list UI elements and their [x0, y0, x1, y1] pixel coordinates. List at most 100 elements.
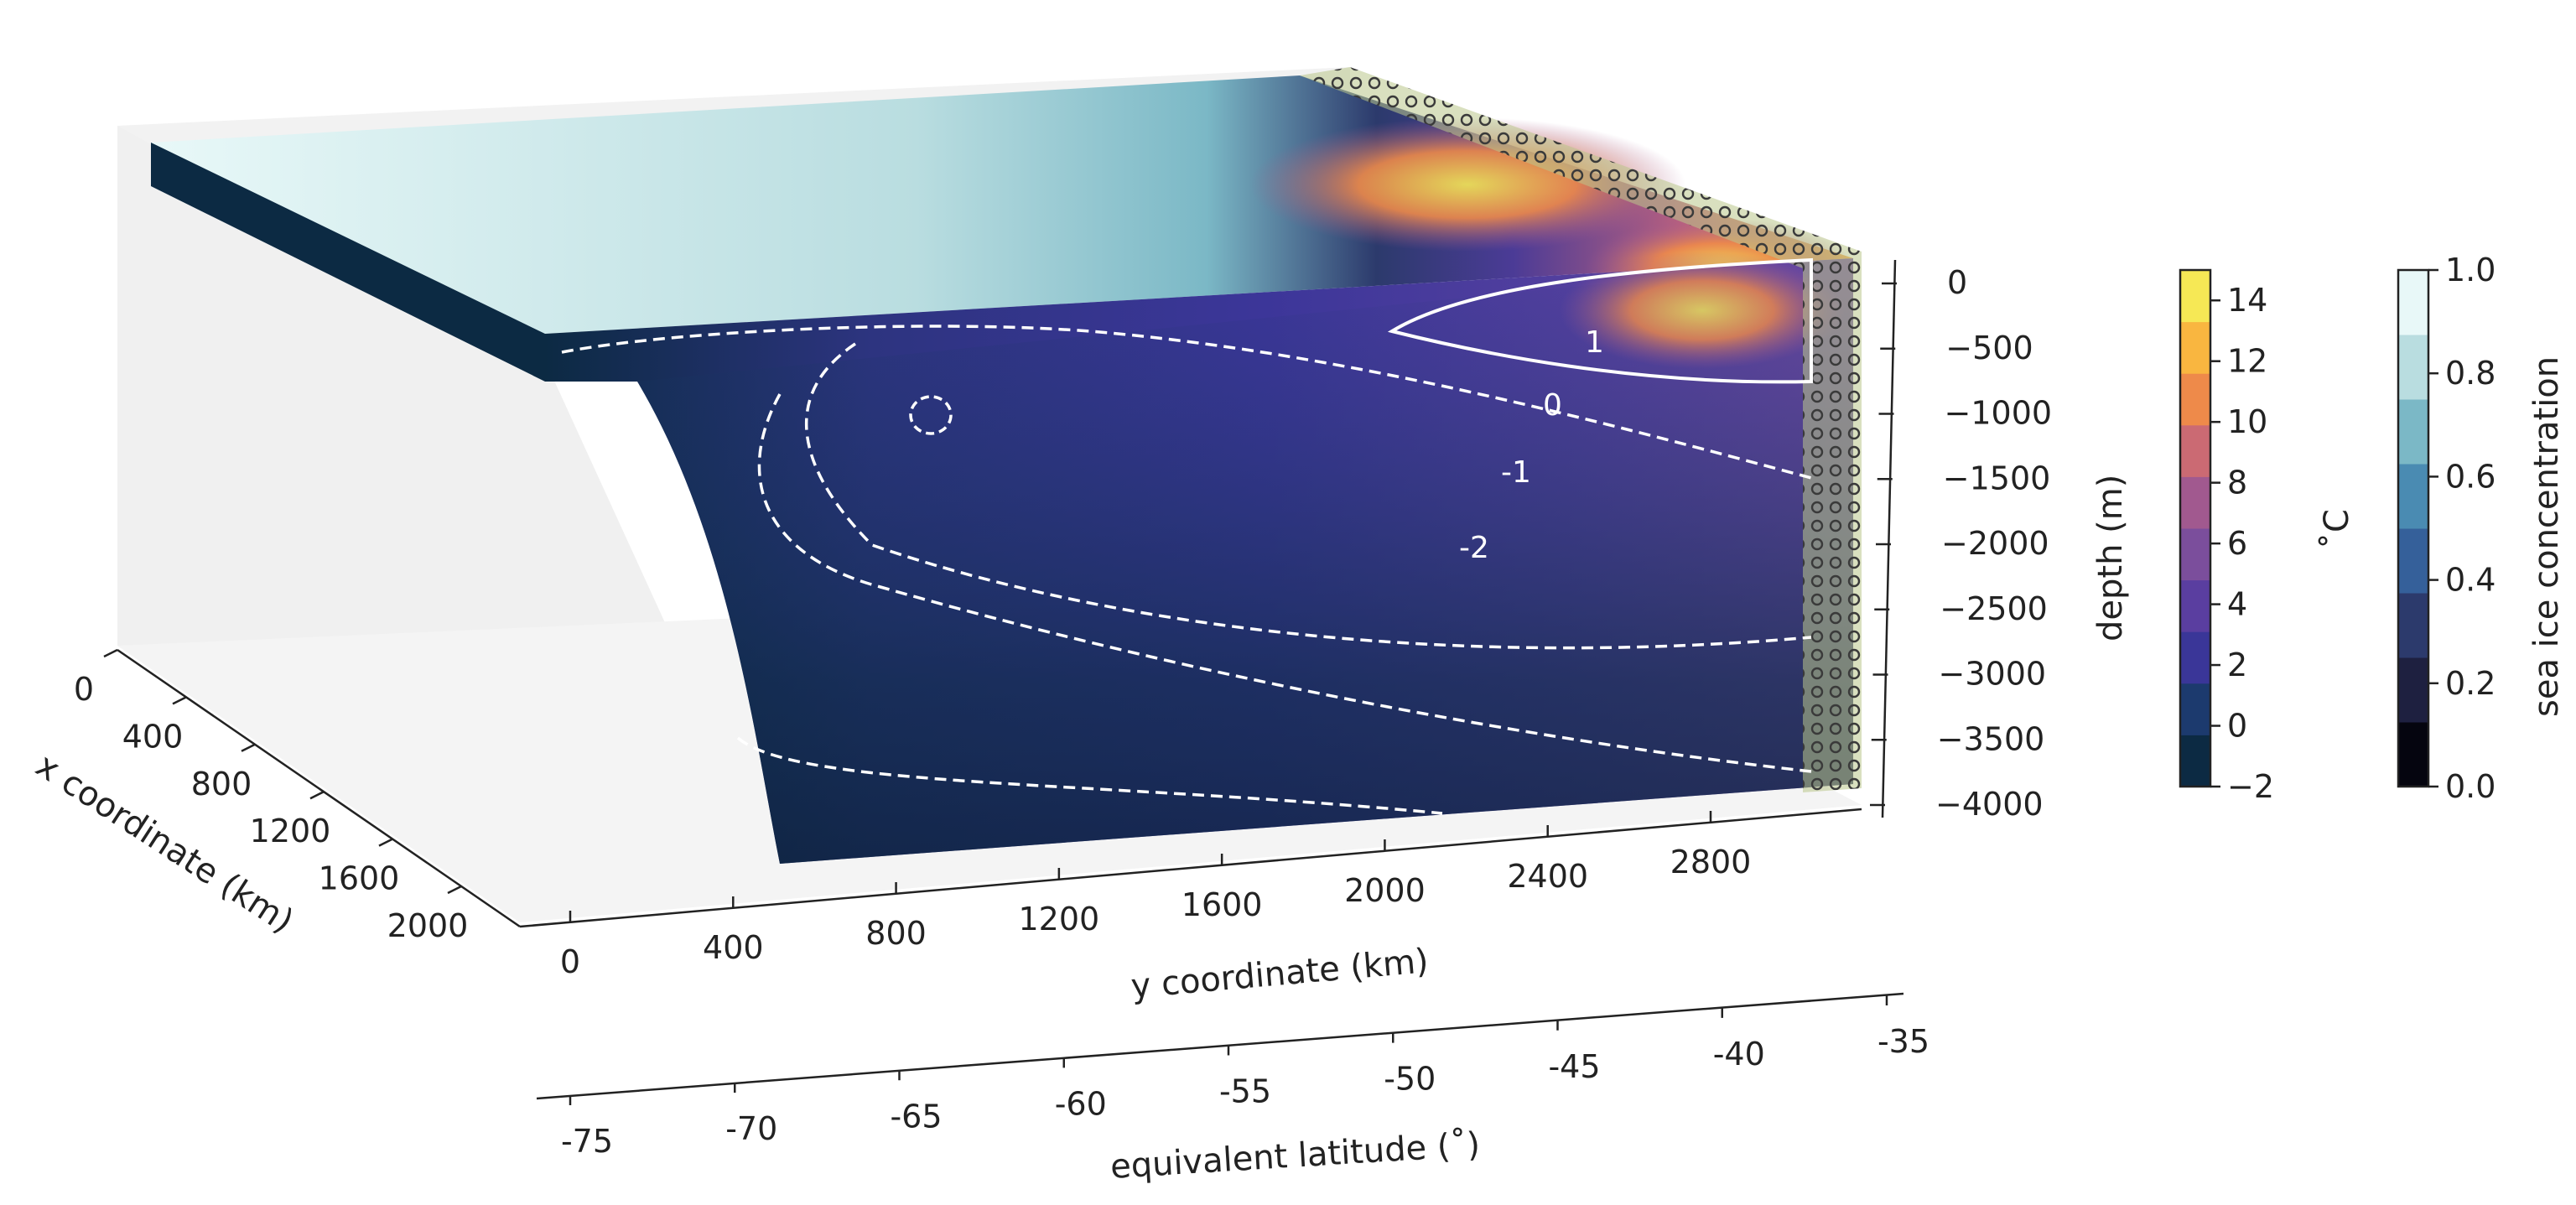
- latitude-axis-tick-label: -55: [1219, 1073, 1271, 1110]
- temperature-colorbar-tick-label: 14: [2227, 282, 2267, 319]
- sea-ice-colorbar-tick-label: 1.0: [2445, 252, 2496, 288]
- sea-ice-colorbar-segment: [2398, 399, 2428, 465]
- sea-ice-colorbar-segment: [2398, 722, 2428, 787]
- x-axis-tick-label: 800: [191, 766, 252, 802]
- z-axis-tick-label: −3000: [1939, 656, 2047, 693]
- contour-line: [561, 325, 1812, 480]
- sea-ice-colorbar-tick-label: 0.8: [2445, 355, 2496, 392]
- sea-ice-colorbar-tick-label: 0.2: [2445, 665, 2496, 702]
- temperature-colorbar-tick-label: 6: [2227, 525, 2247, 562]
- shelf-front-face: [151, 143, 545, 382]
- y-axis-tick-label: 400: [703, 929, 764, 966]
- z-axis-tick-label: −1000: [1945, 395, 2053, 432]
- x-axis-tick: [172, 696, 187, 705]
- x-axis-tick: [378, 838, 393, 847]
- x-axis-tick-label: 1600: [319, 860, 400, 897]
- sea-ice-colorbar-frame: [2397, 268, 2430, 788]
- z-axis-tick-label: −500: [1945, 330, 2033, 366]
- latitude-axis-tick-label: -50: [1384, 1061, 1436, 1098]
- latitude-axis-tick-label: -35: [1877, 1023, 1929, 1060]
- temperature-colorbar-segment: [2180, 631, 2210, 684]
- temperature-colorbar-segment: [2180, 528, 2210, 581]
- x-axis-tick-label: 0: [74, 671, 94, 708]
- temperature-colorbar-tick-label: 12: [2227, 343, 2267, 380]
- z-axis-line: [1881, 259, 1897, 818]
- z-axis-ticks: 0 −500 −1000 −1500 −2000 −2500 −3000 −3500 −4000: [1870, 264, 2052, 823]
- y-axis-tick-label: 1600: [1182, 886, 1263, 923]
- x-axis-tick: [447, 885, 462, 895]
- x-axis-tick-label: 1200: [250, 813, 331, 849]
- temperature-colorbar-segment: [2180, 321, 2210, 374]
- temperature-colorbar-label: ˚C: [2318, 509, 2356, 549]
- x-axis-tick: [103, 648, 118, 658]
- latitude-axis-title: equivalent latitude (˚): [1109, 1125, 1482, 1187]
- contour-line: [736, 736, 1443, 815]
- temperature-colorbar-segment: [2180, 476, 2210, 529]
- sponge-region: [1300, 67, 1862, 792]
- temperature-colorbar-tick-label: −2: [2227, 768, 2274, 805]
- z-axis-tick-label: −2500: [1940, 590, 2048, 627]
- temperature-colorbar-segment: [2180, 424, 2210, 477]
- z-axis-tick-label: −1500: [1943, 460, 2051, 496]
- temperature-colorbar-tick-label: 2: [2227, 647, 2247, 683]
- section-deep-water: [637, 258, 1853, 864]
- latitude-axis-tick-label: -45: [1548, 1048, 1600, 1085]
- y-axis-ticks: 0 400 800 1200 1600 2000 2400 2800: [560, 811, 1751, 980]
- sea-ice-colorbar-tick-label: 0.0: [2445, 768, 2496, 805]
- temperature-colorbar-segment: [2180, 735, 2210, 787]
- y-axis-tick-label: 2000: [1344, 872, 1426, 909]
- contour-label: 0: [1543, 388, 1562, 423]
- y-axis-tick-label: 0: [560, 943, 580, 980]
- x-axis-tick: [309, 791, 325, 800]
- x-axis-tick-label: 400: [122, 718, 184, 755]
- contour-line: [909, 395, 953, 435]
- sea-ice-colorbar-tick-label: 0.4: [2445, 562, 2496, 599]
- sea-ice-colorbar-segment: [2398, 593, 2428, 658]
- y-axis-tick-label: 2800: [1670, 844, 1752, 880]
- sea-ice-colorbar-segment: [2398, 335, 2428, 400]
- sea-ice-colorbar-label: sea ice concentration: [2527, 356, 2566, 717]
- temperature-colorbar-segment: [2180, 579, 2210, 632]
- x-axis-tick: [241, 743, 256, 752]
- temperature-colorbar: −2 0 2 4 6 8 10 12 14: [2179, 268, 2274, 805]
- temperature-colorbar-tick-label: 8: [2227, 465, 2247, 501]
- x-axis-tick-label: 2000: [387, 907, 469, 944]
- sea-ice-colorbar-segment: [2398, 657, 2428, 723]
- temperature-colorbar-tick-label: 4: [2227, 586, 2247, 623]
- temperature-colorbar-tick-label: 0: [2227, 708, 2247, 745]
- temperature-colorbar-segment: [2180, 373, 2210, 426]
- sea-ice-colorbar-tick-label: 0.6: [2445, 458, 2496, 495]
- z-axis-tick-label: −4000: [1935, 786, 2044, 823]
- temperature-colorbar-frame: [2179, 268, 2212, 788]
- latitude-axis-tick-label: -65: [890, 1098, 942, 1135]
- latitude-axis-tick-label: -60: [1055, 1085, 1107, 1122]
- z-axis-tick-label: 0: [1947, 264, 1967, 301]
- z-axis-tick-label: −2000: [1941, 525, 2049, 562]
- z-axis-title: depth (m): [2091, 475, 2130, 641]
- contour-label: 1: [1585, 325, 1604, 360]
- warm-subsurface: [1560, 252, 1845, 369]
- temperature-colorbar-segment: [2180, 683, 2210, 735]
- latitude-axis-line: [536, 992, 1904, 1100]
- contour-line: [805, 342, 1812, 650]
- latitude-axis-tick-label: -70: [725, 1110, 777, 1147]
- temperature-colorbar-tick-label: 10: [2227, 403, 2267, 440]
- sea-ice-colorbar: 0.0 0.2 0.4 0.6 0.8 1.0: [2397, 252, 2496, 805]
- contour-label: -1: [1501, 455, 1531, 490]
- contour-line: [1387, 257, 1813, 384]
- y-axis-title: y coordinate (km): [1130, 942, 1430, 1006]
- sea-ice-colorbar-segment: [2398, 464, 2428, 529]
- sea-ice-colorbar-segment: [2398, 528, 2428, 594]
- x-axis-line: [117, 648, 521, 928]
- temperature-colorbar-segment: [2180, 270, 2210, 323]
- latitude-axis-ticks: -75 -70 -65 -60 -55 -50 -45 -40 -35: [561, 995, 1929, 1160]
- y-axis-tick-label: 1200: [1018, 901, 1099, 938]
- sea-ice-colorbar-segment: [2398, 270, 2428, 335]
- contour-label: -2: [1459, 531, 1489, 565]
- z-axis-tick-label: −3500: [1937, 720, 2045, 757]
- latitude-axis-tick-label: -40: [1713, 1036, 1765, 1073]
- y-axis-tick-label: 800: [865, 915, 927, 952]
- latitude-axis-tick-label: -75: [561, 1123, 613, 1160]
